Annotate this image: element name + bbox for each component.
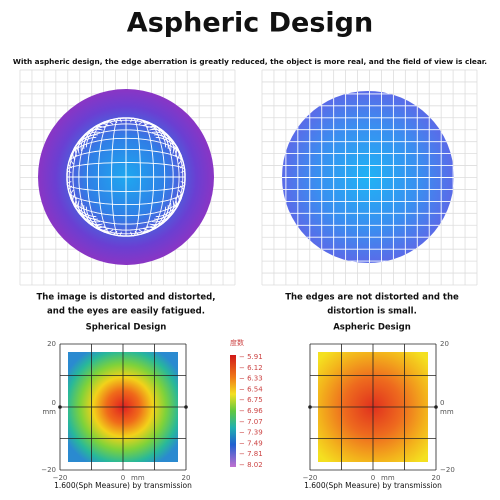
- colorbar-label: − 6.75: [239, 396, 263, 404]
- panel-text: The edges are not distorted and the: [285, 293, 459, 303]
- axis-unit: mm: [381, 474, 395, 482]
- lens: [282, 91, 454, 263]
- x-axis-label: 20: [432, 474, 441, 482]
- x-axis-label: 0: [121, 474, 125, 482]
- x-axis-label: 0: [371, 474, 375, 482]
- marker: [184, 405, 188, 409]
- x-axis-label: 20: [182, 474, 191, 482]
- colorbar-label: − 8.02: [239, 461, 263, 469]
- axis-unit: mm: [42, 408, 56, 416]
- colorbar-label: − 6.33: [239, 375, 263, 383]
- axis-unit: mm: [440, 408, 454, 416]
- subtitle: With aspheric design, the edge aberratio…: [13, 57, 487, 66]
- colorbar-label: − 7.49: [239, 439, 263, 447]
- y-axis-label: 20: [47, 340, 56, 348]
- colorbar-label: − 5.91: [239, 353, 263, 361]
- panel-text: and the eyes are easily fatigued.: [47, 307, 205, 317]
- colorbar-label: − 6.12: [239, 364, 263, 372]
- y-axis-label: 20: [440, 340, 449, 348]
- heatmap-caption: 1.600(Sph Measure) by transmission: [54, 481, 192, 490]
- heatmap-caption: 1.600(Sph Measure) by transmission: [304, 481, 442, 490]
- colorbar-label: − 6.54: [239, 385, 263, 393]
- y-axis-label: 0: [440, 399, 444, 407]
- axis-unit: mm: [131, 474, 145, 482]
- colorbar: [230, 355, 236, 467]
- panel-label: Spherical Design: [86, 323, 167, 333]
- colorbar-label: − 7.07: [239, 418, 263, 426]
- y-axis-label: 0: [52, 399, 56, 407]
- panel-text: distortion is small.: [327, 307, 417, 317]
- x-axis-label: −20: [303, 474, 318, 482]
- distorted-grid: [66, 117, 186, 237]
- colorbar-label: − 7.81: [239, 450, 263, 458]
- panel-label: Aspheric Design: [333, 323, 411, 333]
- grid: [282, 91, 454, 263]
- marker: [308, 405, 312, 409]
- marker: [58, 405, 62, 409]
- x-axis-label: −20: [53, 474, 68, 482]
- grid-line: [155, 136, 186, 218]
- lens-illustrations: [19, 69, 478, 286]
- grid-line: [85, 206, 167, 237]
- marker: [434, 405, 438, 409]
- colorbar-title: 度数: [230, 338, 244, 347]
- panel-text: The image is distorted and distorted,: [37, 293, 216, 303]
- colorbar-label: − 6.96: [239, 407, 263, 415]
- colorbar-label: − 7.39: [239, 429, 263, 437]
- title: Aspheric Design: [127, 8, 373, 39]
- y-axis-label: −20: [41, 466, 56, 474]
- y-axis-label: −20: [440, 466, 455, 474]
